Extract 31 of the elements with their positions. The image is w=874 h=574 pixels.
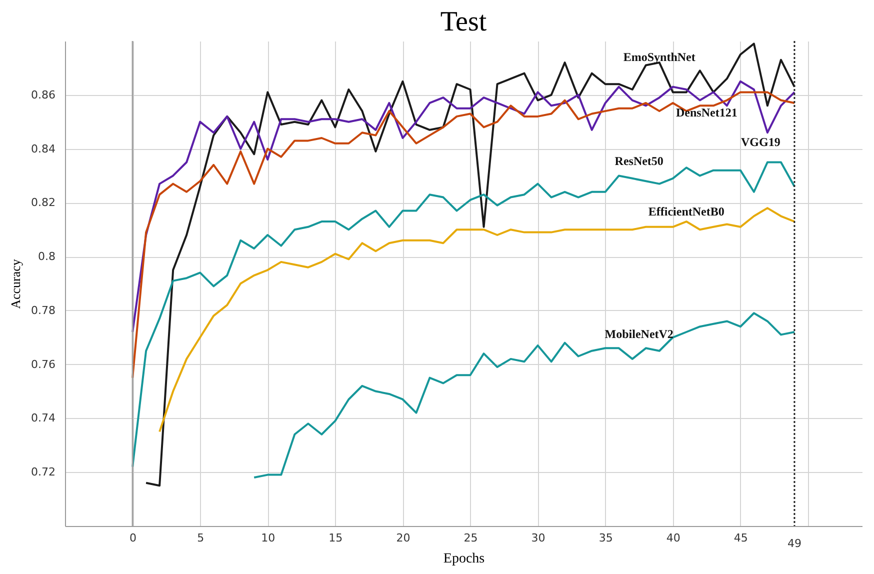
chart-title: Test <box>440 6 487 38</box>
series-label: ResNet50 <box>614 154 664 168</box>
x-tick-label: 0 <box>130 532 137 544</box>
x-axis-title: Epochs <box>443 552 485 566</box>
x-tick-label: 30 <box>531 532 546 544</box>
series-label: DensNet121 <box>676 105 738 120</box>
x-tick-label: 40 <box>666 532 680 544</box>
series-label: EfficientNetB0 <box>648 204 724 218</box>
y-tick-label: 0.86 <box>31 88 56 102</box>
ref-line-label: 49 <box>787 537 802 550</box>
y-axis-title: Accuracy <box>8 258 24 309</box>
series-label: MobileNetV2 <box>604 327 674 342</box>
y-tick-label: 0.84 <box>31 142 56 156</box>
y-tick-label: 0.72 <box>31 466 56 479</box>
line-series <box>253 312 796 478</box>
line-series <box>132 91 796 379</box>
y-tick-label: 0.82 <box>31 196 56 210</box>
y-tick-label: 0.76 <box>31 358 56 371</box>
y-tick-label: 0.74 <box>31 412 56 425</box>
y-tick-label: 0.78 <box>31 304 56 317</box>
x-tick-label: 35 <box>598 532 613 544</box>
x-tick-label: 25 <box>464 532 478 544</box>
x-tick-label: 20 <box>396 532 410 544</box>
x-tick-label: 15 <box>328 532 343 544</box>
x-tick-label: 5 <box>197 532 204 544</box>
series-label: EmoSynthNet <box>623 50 696 64</box>
x-tick-label: 45 <box>734 532 748 544</box>
y-tick-label: 0.8 <box>38 250 56 264</box>
x-tick-label: 10 <box>261 532 276 544</box>
line-series <box>158 207 796 433</box>
series-label: VGG19 <box>741 135 780 150</box>
